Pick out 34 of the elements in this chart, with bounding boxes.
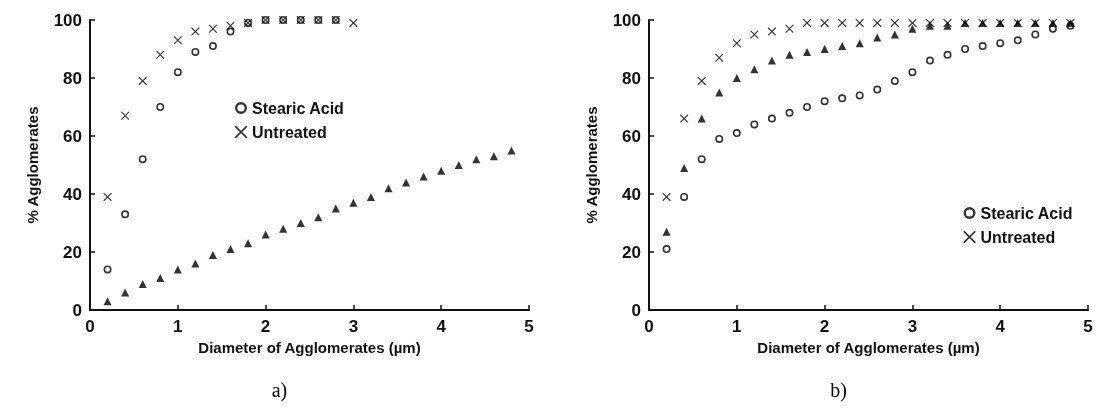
- legend-label: Stearic Acid: [252, 99, 344, 117]
- legend-label: Untreated: [252, 123, 327, 141]
- x-tick-label: 5: [524, 317, 534, 336]
- x-tick-label: 3: [907, 317, 918, 336]
- y-tick-label: 100: [53, 10, 82, 30]
- x-tick-label: 1: [173, 317, 183, 336]
- y-tick-label: 40: [622, 184, 641, 204]
- y-tick-label: 0: [631, 300, 641, 320]
- x-tick-label: 0: [85, 317, 95, 336]
- y-tick-label: 100: [612, 10, 641, 30]
- x-tick-label: 4: [436, 317, 447, 336]
- x-tick-label: 2: [260, 317, 271, 336]
- y-axis-title: % Agglomerates: [583, 106, 600, 224]
- y-tick-label: 80: [63, 68, 82, 88]
- y-tick-label: 60: [63, 126, 82, 146]
- legend-label: Untreated: [980, 228, 1056, 246]
- y-tick-label: 0: [72, 300, 82, 320]
- x-tick-label: 4: [995, 317, 1006, 336]
- y-tick-label: 20: [63, 242, 82, 262]
- legend-label: Stearic Acid: [980, 204, 1073, 222]
- text: b): [829, 378, 848, 404]
- x-tick-label: 5: [1083, 317, 1093, 336]
- x-tick-label: 1: [732, 317, 742, 336]
- y-axis-title: % Agglomerates: [24, 106, 41, 224]
- y-tick-label: 20: [622, 242, 641, 262]
- x-axis-title: Diameter of Agglomerates (µm): [757, 338, 980, 356]
- x-tick-label: 2: [819, 317, 830, 336]
- x-axis-title: Diameter of Agglomerates (µm): [198, 338, 421, 356]
- y-tick-label: 40: [63, 184, 82, 204]
- y-tick-label: 80: [622, 68, 641, 88]
- x-tick-label: 0: [644, 317, 654, 336]
- y-tick-label: 60: [622, 126, 641, 146]
- x-tick-label: 3: [348, 317, 359, 336]
- text: a): [270, 378, 289, 404]
